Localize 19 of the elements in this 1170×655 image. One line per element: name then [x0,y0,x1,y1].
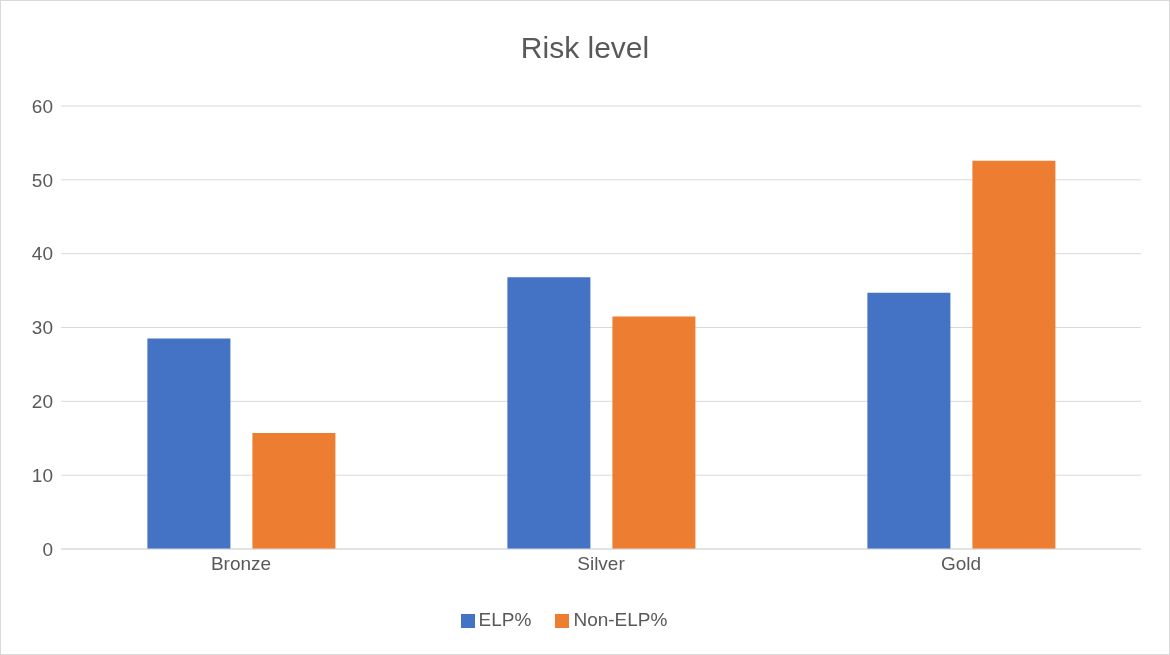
bar [867,292,951,549]
y-tick-label: 10 [31,464,53,486]
x-tick-label: Gold [940,553,982,575]
y-tick-label: 50 [31,169,53,191]
y-tick-label: 40 [31,243,53,265]
y-tick-label: 20 [31,391,53,413]
bar [252,433,336,549]
x-tick-label: Bronze [210,553,272,575]
y-tick-label: 60 [31,95,53,117]
bar [612,316,696,549]
y-tick-label: 30 [31,317,53,339]
bar [507,277,591,549]
bar [972,160,1056,549]
bar [147,338,231,549]
legend-label: Non-ELP% [573,609,668,630]
chart-title: Risk level [519,31,651,65]
legend-label: ELP% [478,609,532,630]
x-tick-label: Silver [577,553,626,575]
y-tick-label: 0 [42,538,53,560]
